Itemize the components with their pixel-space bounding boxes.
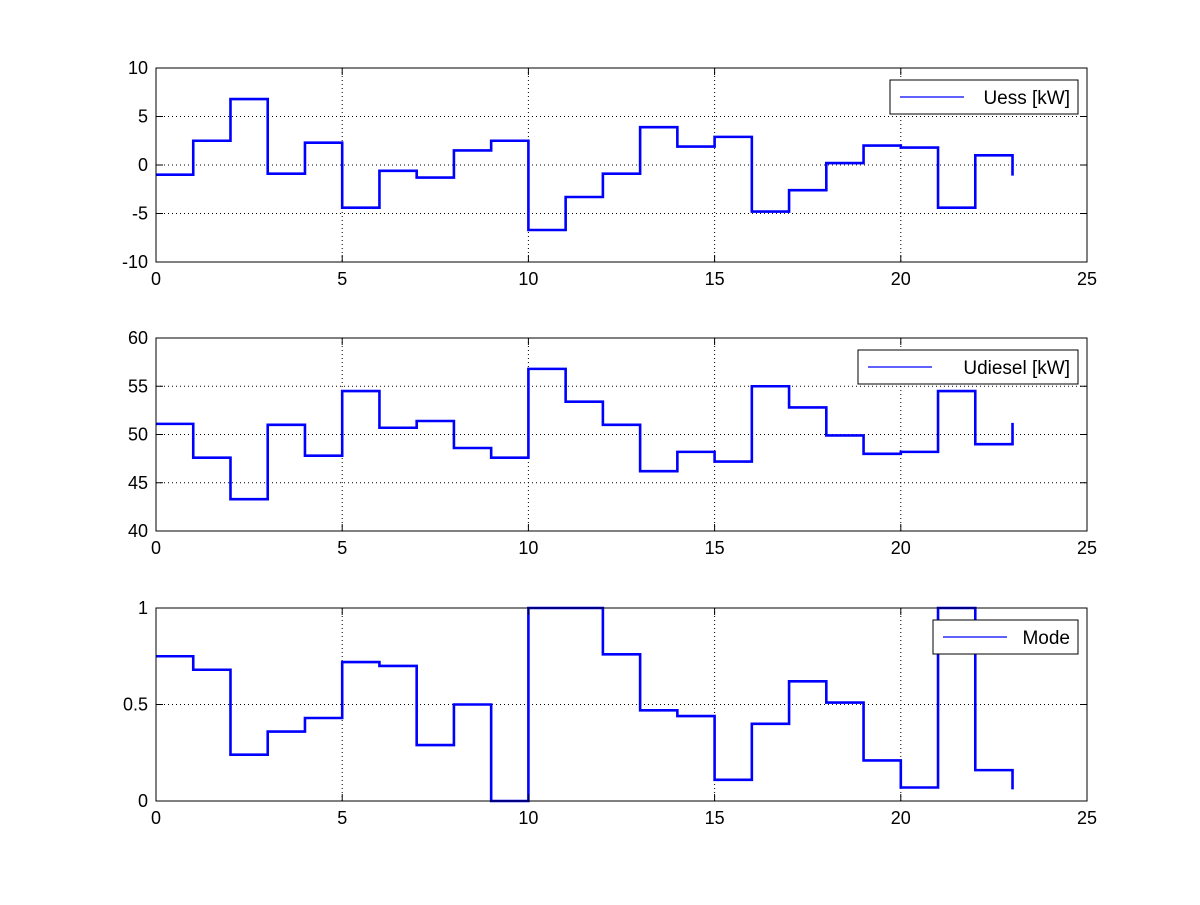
y-tick-label: 0.5 [123,695,148,715]
subplot-2: 0 5 10 15 20 25 40 45 50 55 60 Udiesel [kW] [128,328,1097,558]
x-tick-label: 0 [151,538,161,558]
legend-label: Mode [1022,628,1070,649]
x-tick-label: 10 [518,808,538,828]
y-tick-label: 50 [128,425,148,445]
subplot-3: 0 5 10 15 20 25 0 0.5 1 Mode [123,598,1097,828]
y-tick-label: 55 [128,376,148,396]
x-tick-label: 20 [891,808,911,828]
y-tick-label: 0 [138,155,148,175]
x-tick-label: 25 [1077,808,1097,828]
legend-label: Udiesel [kW] [963,358,1070,379]
x-tick-label: 0 [151,269,161,289]
y-tick-label: 45 [128,473,148,493]
x-tick-label: 15 [705,538,725,558]
x-tick-label: 5 [337,808,347,828]
y-tick-label: 0 [138,791,148,811]
x-tick-label: 15 [705,808,725,828]
y-tick-label: 60 [128,328,148,348]
series-line-1 [156,606,1014,803]
subplot-1: 0 5 10 15 20 25 -10 -5 0 5 10 Uess [kW] [122,58,1097,289]
x-tick-label: 5 [337,538,347,558]
series-line-1 [156,367,1014,501]
x-tick-label: 0 [151,808,161,828]
x-tick-label: 15 [705,269,725,289]
y-tick-label: 40 [128,521,148,541]
legend: Uess [kW] [889,79,1079,115]
x-tick-label: 20 [891,538,911,558]
y-tick-label: -10 [122,252,148,272]
x-tick-label: 10 [518,538,538,558]
x-tick-label: 25 [1077,538,1097,558]
x-tick-label: 5 [337,269,347,289]
plot-area [156,608,1087,801]
y-tick-label: 1 [138,598,148,618]
legend: Mode [932,619,1079,655]
x-tick-label: 10 [518,269,538,289]
series-line-1 [156,97,1014,232]
x-tick-label: 25 [1077,269,1097,289]
y-tick-label: 5 [138,107,148,127]
y-tick-label: 10 [128,58,148,78]
legend-label: Uess [kW] [983,88,1070,109]
x-tick-label: 20 [891,269,911,289]
y-tick-label: -5 [132,204,148,224]
legend: Udiesel [kW] [857,349,1079,385]
